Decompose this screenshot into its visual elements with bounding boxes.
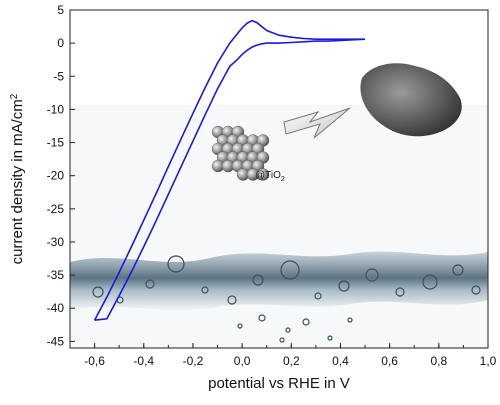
- y-tick-label: -30: [47, 235, 65, 249]
- x-axis: -0,6 -0,4 -0,2 0,0 0,2 0,4 0,6 0,8 1,0: [69, 343, 497, 368]
- background-image: @TiO2: [70, 10, 488, 348]
- bubble-decoration: [365, 268, 379, 282]
- bubble-decoration: [314, 292, 322, 300]
- bubble-decoration: [347, 317, 353, 323]
- x-tick-label: 1,0: [480, 354, 497, 368]
- x-axis-label: potential vs RHE in V: [208, 375, 350, 392]
- annotation-tio2: @TiO2: [255, 170, 285, 183]
- water-backdrop: [70, 105, 488, 348]
- x-tick-label: 0,2: [283, 354, 300, 368]
- y-tick-label: -5: [53, 69, 64, 83]
- bubble-decoration: [395, 287, 405, 297]
- bubble-decoration: [201, 286, 209, 294]
- nanoparticle: [256, 168, 270, 181]
- y-tick-label: -45: [47, 334, 65, 348]
- y-axis: 5 0 -5 -10 -15 -20 -25 -30 -35 -40 -45: [47, 3, 75, 348]
- nanoparticle-cluster-icon: [211, 125, 270, 181]
- arrow-icon: [283, 107, 351, 139]
- bubble-decoration: [279, 337, 285, 343]
- y-tick-label: 0: [57, 36, 64, 50]
- bubble-decoration: [237, 323, 243, 329]
- bubbles-decoration: [92, 255, 481, 343]
- bubble-decoration: [252, 274, 264, 286]
- y-tick-label: 5: [57, 3, 64, 17]
- bubble-decoration: [327, 335, 333, 341]
- bubble-decoration: [167, 255, 185, 273]
- series-line-cv: [93, 19, 366, 321]
- bubble-decoration: [471, 285, 481, 295]
- rock-image: [360, 63, 462, 137]
- y-tick-label: -40: [47, 301, 65, 315]
- x-tick-label: 0,6: [381, 354, 398, 368]
- bubble-decoration: [92, 286, 104, 298]
- water-wave: [70, 251, 488, 311]
- y-axis-label: current density in mA/cm2: [9, 93, 26, 264]
- x-tick-label: -0,4: [133, 354, 154, 368]
- x-tick-label: 0,0: [234, 354, 251, 368]
- bubble-decoration: [227, 295, 237, 305]
- x-tick-label: 0,4: [332, 354, 349, 368]
- bubble-decoration: [302, 318, 310, 326]
- plot-frame: [69, 9, 489, 349]
- y-tick-label: -25: [47, 202, 65, 216]
- y-tick-label: -10: [47, 102, 65, 116]
- bubble-decoration: [258, 314, 266, 322]
- y-tick-label: -20: [47, 169, 65, 183]
- y-tick-label: -35: [47, 268, 65, 282]
- bubble-decoration: [338, 280, 350, 292]
- x-tick-label: -0,2: [183, 354, 204, 368]
- x-tick-label: 0,8: [430, 354, 447, 368]
- bubble-decoration: [285, 327, 291, 333]
- bubble-decoration: [452, 264, 464, 276]
- x-tick-label: -0,6: [84, 354, 105, 368]
- bubble-decoration: [422, 274, 438, 290]
- y-tick-label: -15: [47, 136, 65, 150]
- bubble-decoration: [280, 260, 300, 280]
- bubble-decoration: [145, 279, 155, 289]
